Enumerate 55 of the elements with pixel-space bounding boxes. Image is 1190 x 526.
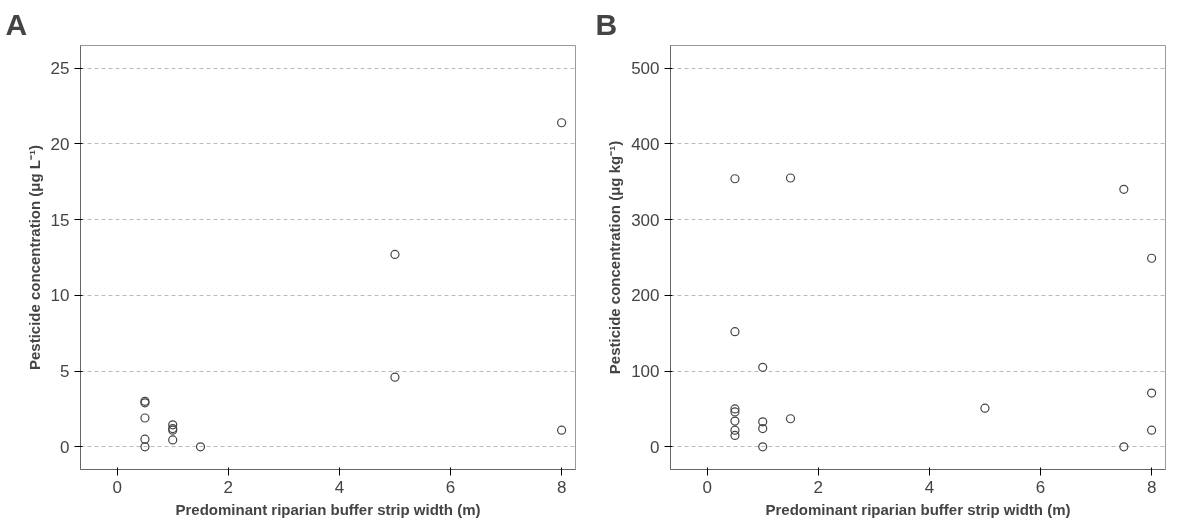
y-tick-label: 25 [50, 59, 70, 79]
y-axis-title: Pesticide concentration (μg kg⁻¹) [606, 140, 624, 375]
point [758, 417, 768, 427]
point [390, 249, 400, 260]
point [557, 425, 567, 435]
point [1119, 442, 1129, 452]
point [730, 174, 740, 184]
y-axis-title: Pesticide concentration (μg L⁻¹) [25, 144, 43, 371]
point [140, 413, 150, 423]
chart-title: B [595, 7, 618, 41]
x-tick-label: 6 [1035, 477, 1046, 497]
y-tick-label: 100 [631, 362, 660, 382]
point [1119, 184, 1129, 194]
point [730, 425, 740, 435]
x-tick-label: 4 [924, 477, 935, 497]
point [140, 434, 150, 444]
y-tick-label: 0 [650, 437, 660, 457]
x-tick-label: 2 [813, 477, 824, 497]
y-tick-label: 200 [631, 286, 660, 306]
x-tick-label: 8 [556, 477, 567, 497]
y-tick-label: 500 [631, 59, 660, 79]
y-tick-label: 400 [631, 134, 660, 154]
point [758, 362, 768, 372]
y-tick-label: 5 [60, 362, 70, 382]
point [730, 430, 740, 441]
point [390, 372, 400, 382]
y-tick-label: 15 [50, 210, 70, 230]
point [730, 416, 740, 426]
y-tick-label: 20 [50, 134, 70, 154]
x-tick-label: 4 [334, 477, 345, 497]
point [557, 118, 567, 128]
x-axis-title: Predominant riparian buffer strip width (m) [175, 500, 481, 518]
point [1147, 425, 1157, 435]
point [195, 442, 206, 452]
x-tick-label: 0 [702, 477, 712, 497]
chart-title: A [5, 7, 28, 41]
x-axis-title: Predominant riparian buffer strip width (m) [765, 500, 1071, 518]
point [168, 420, 178, 430]
y-tick-label: 0 [60, 437, 70, 457]
point [785, 414, 796, 424]
point [140, 442, 150, 452]
x-tick-label: 6 [445, 477, 456, 497]
point [785, 173, 796, 183]
point [980, 403, 990, 413]
x-tick-label: 8 [1146, 477, 1157, 497]
point [1147, 388, 1157, 398]
point [730, 327, 740, 337]
y-tick-label: 10 [50, 286, 70, 306]
point [758, 424, 768, 434]
x-tick-label: 0 [112, 477, 122, 497]
point [1147, 253, 1157, 263]
point [758, 442, 768, 452]
point [168, 435, 178, 445]
y-tick-label: 300 [631, 210, 660, 230]
x-tick-label: 2 [223, 477, 234, 497]
